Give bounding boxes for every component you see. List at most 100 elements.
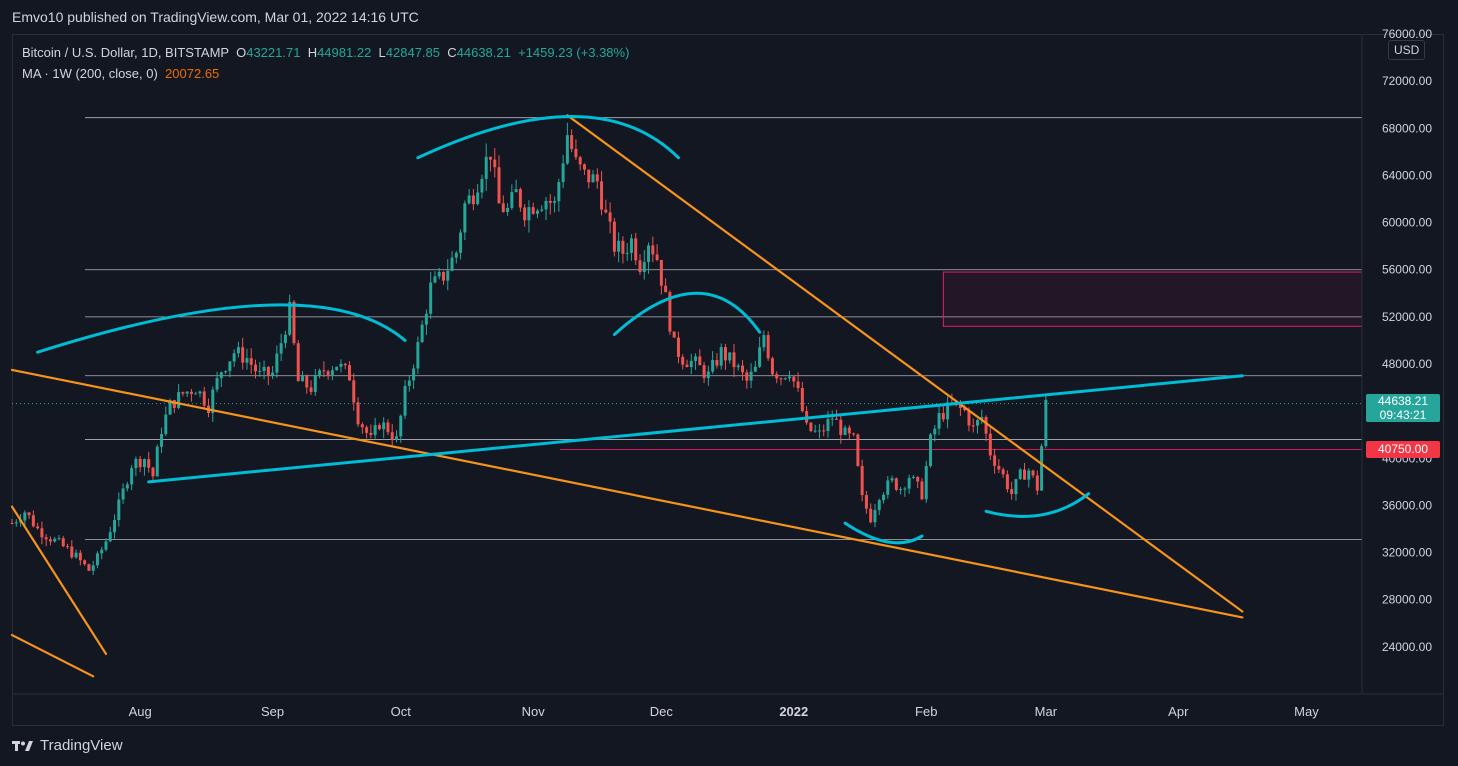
candle-body[interactable] xyxy=(1027,470,1031,480)
candle-body[interactable] xyxy=(283,334,287,344)
candle-body[interactable] xyxy=(429,282,433,314)
arc-sep-top[interactable] xyxy=(36,303,407,354)
candle-body[interactable] xyxy=(292,301,296,344)
candle-body[interactable] xyxy=(232,353,236,362)
candle-body[interactable] xyxy=(151,467,155,477)
candle-body[interactable] xyxy=(1014,479,1018,495)
currency-label[interactable]: USD xyxy=(1388,40,1426,60)
candle-body[interactable] xyxy=(535,210,539,214)
candle-body[interactable] xyxy=(540,209,544,211)
candle-body[interactable] xyxy=(254,364,258,372)
candle-body[interactable] xyxy=(360,424,364,428)
falling-wedge-top[interactable] xyxy=(566,114,1244,613)
candle-body[interactable] xyxy=(245,358,249,363)
candle-body[interactable] xyxy=(403,386,407,416)
candle-body[interactable] xyxy=(471,195,475,205)
candle-body[interactable] xyxy=(600,181,604,210)
candle-body[interactable] xyxy=(749,371,753,381)
candle-body[interactable] xyxy=(160,434,164,447)
candle-body[interactable] xyxy=(155,446,159,477)
candle-body[interactable] xyxy=(172,400,176,408)
candle-body[interactable] xyxy=(980,416,984,421)
candle-body[interactable] xyxy=(1010,489,1014,495)
candle-body[interactable] xyxy=(770,358,774,375)
candle-body[interactable] xyxy=(326,371,330,375)
candle-body[interactable] xyxy=(886,480,890,495)
candle-body[interactable] xyxy=(988,433,992,456)
candle-body[interactable] xyxy=(617,240,621,252)
candle-body[interactable] xyxy=(236,347,240,354)
candle-body[interactable] xyxy=(736,365,740,368)
candle-body[interactable] xyxy=(582,164,586,170)
neckline[interactable] xyxy=(147,374,1244,484)
candle-body[interactable] xyxy=(219,372,223,379)
candle-body[interactable] xyxy=(53,538,57,542)
candle-body[interactable] xyxy=(788,376,792,379)
candle-body[interactable] xyxy=(70,546,74,558)
candle-body[interactable] xyxy=(441,271,445,281)
candle-body[interactable] xyxy=(100,549,104,554)
candle-body[interactable] xyxy=(548,200,552,203)
candle-body[interactable] xyxy=(822,430,826,432)
candle-body[interactable] xyxy=(882,494,886,501)
candle-body[interactable] xyxy=(758,347,762,367)
candle-body[interactable] xyxy=(907,477,911,489)
candle-body[interactable] xyxy=(343,363,347,366)
candle-body[interactable] xyxy=(647,245,651,263)
candle-body[interactable] xyxy=(198,391,202,394)
candle-body[interactable] xyxy=(407,380,411,387)
candle-body[interactable] xyxy=(95,553,99,566)
candle-body[interactable] xyxy=(924,466,928,500)
candle-body[interactable] xyxy=(266,366,270,376)
candle-body[interactable] xyxy=(104,541,108,550)
candle-body[interactable] xyxy=(937,412,941,429)
candle-body[interactable] xyxy=(258,371,262,373)
candle-body[interactable] xyxy=(142,459,146,468)
candle-body[interactable] xyxy=(66,546,70,548)
candle-body[interactable] xyxy=(715,360,719,366)
short-support[interactable] xyxy=(10,633,95,678)
candle-body[interactable] xyxy=(36,526,40,529)
candle-body[interactable] xyxy=(412,368,416,381)
candle-body[interactable] xyxy=(967,410,971,426)
candle-body[interactable] xyxy=(480,178,484,193)
candle-body[interactable] xyxy=(634,238,638,261)
candle-body[interactable] xyxy=(877,500,881,511)
candle-body[interactable] xyxy=(916,476,920,482)
candle-body[interactable] xyxy=(313,374,317,392)
candle-body[interactable] xyxy=(963,407,967,411)
candle-body[interactable] xyxy=(121,488,125,500)
candle-body[interactable] xyxy=(74,552,78,558)
candle-body[interactable] xyxy=(215,378,219,390)
candle-body[interactable] xyxy=(941,412,945,420)
candle-body[interactable] xyxy=(843,427,847,435)
candle-body[interactable] xyxy=(1044,399,1048,447)
candle-body[interactable] xyxy=(134,458,138,469)
candle-body[interactable] xyxy=(318,370,322,375)
candle-body[interactable] xyxy=(655,254,659,261)
candle-body[interactable] xyxy=(621,240,625,254)
candle-body[interactable] xyxy=(557,182,561,202)
candle-body[interactable] xyxy=(185,391,189,394)
candle-body[interactable] xyxy=(87,564,91,571)
candle-body[interactable] xyxy=(1031,470,1035,476)
candle-body[interactable] xyxy=(224,371,228,373)
candle-body[interactable] xyxy=(595,174,599,182)
candle-body[interactable] xyxy=(352,380,356,403)
candle-body[interactable] xyxy=(561,163,565,183)
candle-body[interactable] xyxy=(625,252,629,254)
short-downtrend[interactable] xyxy=(10,505,108,656)
candle-body[interactable] xyxy=(911,476,915,478)
candle-body[interactable] xyxy=(202,391,206,406)
candle-body[interactable] xyxy=(723,347,727,361)
candle-body[interactable] xyxy=(694,356,698,361)
candle-body[interactable] xyxy=(1001,469,1005,475)
candle-body[interactable] xyxy=(437,271,441,277)
symbol-name[interactable]: Bitcoin / U.S. Dollar, 1D, BITSTAMP xyxy=(22,45,229,60)
arc-nov-top[interactable] xyxy=(416,115,680,160)
candle-body[interactable] xyxy=(330,370,334,375)
candle-body[interactable] xyxy=(852,433,856,435)
candle-body[interactable] xyxy=(125,484,129,489)
candle-body[interactable] xyxy=(168,400,172,415)
